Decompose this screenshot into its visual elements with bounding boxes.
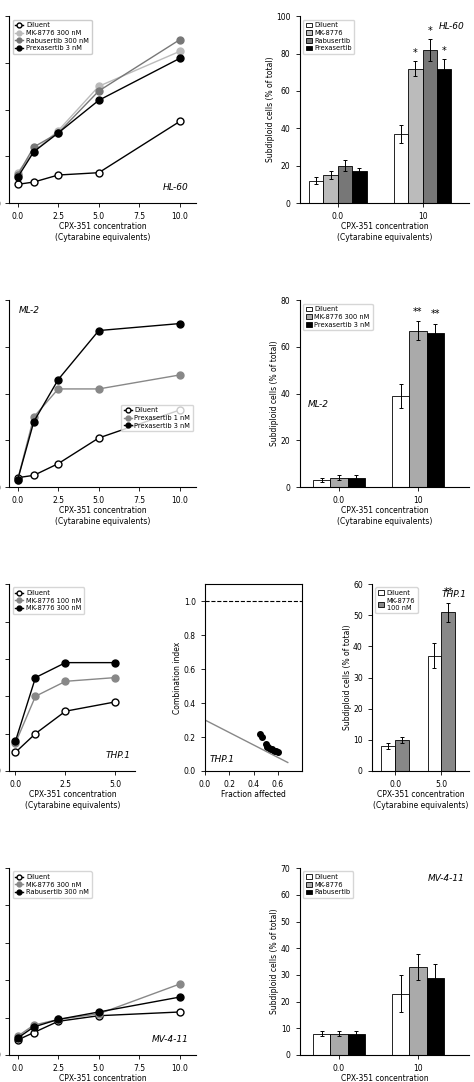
X-axis label: CPX-351 concentration
(Cytarabine equivalents): CPX-351 concentration (Cytarabine equiva… [337, 1074, 432, 1082]
Text: HL-60: HL-60 [163, 183, 189, 192]
Text: *: * [442, 47, 447, 56]
Bar [428, 656, 441, 771]
Text: ML-2: ML-2 [19, 306, 40, 315]
Bar [408, 68, 423, 203]
X-axis label: CPX-351 concentration
(Cytarabine equivalents): CPX-351 concentration (Cytarabine equiva… [337, 223, 432, 242]
Bar [423, 50, 437, 203]
Bar [348, 477, 365, 487]
Bar [395, 740, 409, 771]
Bar [409, 331, 427, 487]
X-axis label: Fraction affected: Fraction affected [221, 790, 286, 800]
Legend: Diluent, Prexasertib 1 nM, Prexasertib 3 nM: Diluent, Prexasertib 1 nM, Prexasertib 3… [121, 405, 193, 432]
X-axis label: CPX-351 concentration
(Cytarabine equivalents): CPX-351 concentration (Cytarabine equiva… [55, 223, 151, 242]
Bar [313, 1033, 330, 1055]
Bar [352, 171, 366, 203]
Y-axis label: Subdiploid cells (% of total): Subdiploid cells (% of total) [270, 909, 279, 1014]
Bar [323, 175, 337, 203]
Bar [437, 68, 451, 203]
Bar [313, 480, 330, 487]
X-axis label: CPX-351 concentration
(Cytarabine equivalents): CPX-351 concentration (Cytarabine equiva… [25, 790, 120, 809]
X-axis label: CPX-351 concentration
(Cytarabine equivalents): CPX-351 concentration (Cytarabine equiva… [55, 506, 151, 526]
Bar [409, 967, 427, 1055]
Legend: Diluent, MK-8776, Rabusertib: Diluent, MK-8776, Rabusertib [303, 871, 353, 898]
Bar [330, 477, 348, 487]
Text: THP.1: THP.1 [441, 590, 466, 598]
Text: HL-60: HL-60 [438, 22, 464, 30]
Bar [441, 612, 456, 771]
X-axis label: CPX-351 concentration
(Cytarabine equivalents): CPX-351 concentration (Cytarabine equiva… [373, 790, 468, 809]
Text: *: * [428, 26, 432, 36]
Legend: Diluent, MK-8776
100 nM: Diluent, MK-8776 100 nM [375, 588, 418, 613]
Text: MV-4-11: MV-4-11 [427, 874, 464, 883]
Legend: Diluent, MK-8776 300 nM, Rabusertib 300 nM: Diluent, MK-8776 300 nM, Rabusertib 300 … [13, 871, 91, 898]
Bar [381, 747, 395, 771]
Bar [427, 977, 444, 1055]
Y-axis label: Subdiploid cells (% of total): Subdiploid cells (% of total) [343, 624, 352, 730]
Legend: Diluent, MK-8776 100 nM, MK-8776 300 nM: Diluent, MK-8776 100 nM, MK-8776 300 nM [13, 588, 84, 615]
Text: MV-4-11: MV-4-11 [152, 1034, 189, 1044]
Text: *: * [413, 49, 418, 58]
X-axis label: CPX-351 concentration
(Cytarabine equivalents): CPX-351 concentration (Cytarabine equiva… [337, 506, 432, 526]
Bar [330, 1033, 348, 1055]
Legend: Diluent, MK-8776 300 nM, Prexasertib 3 nM: Diluent, MK-8776 300 nM, Prexasertib 3 n… [303, 304, 373, 330]
Text: THP.1: THP.1 [105, 751, 130, 760]
Bar [392, 396, 409, 487]
Text: ML-2: ML-2 [308, 399, 329, 409]
Legend: Diluent, MK-8776, Rabusertib, Prexasertib: Diluent, MK-8776, Rabusertib, Prexaserti… [303, 19, 355, 54]
Text: THP.1: THP.1 [210, 754, 235, 764]
X-axis label: CPX-351 concentration
(Cytarabine equivalents): CPX-351 concentration (Cytarabine equiva… [55, 1074, 151, 1082]
Text: **: ** [413, 306, 423, 317]
Bar [427, 333, 444, 487]
Bar [394, 134, 408, 203]
Y-axis label: Subdiploid cells (% of total): Subdiploid cells (% of total) [270, 341, 279, 447]
Bar [348, 1033, 365, 1055]
Text: **: ** [444, 586, 453, 596]
Bar [392, 993, 409, 1055]
Y-axis label: Subdiploid cells (% of total): Subdiploid cells (% of total) [265, 57, 274, 162]
Bar [337, 166, 352, 203]
Legend: Diluent, MK-8776 300 nM, Rabusertib 300 nM, Prexasertib 3 nM: Diluent, MK-8776 300 nM, Rabusertib 300 … [13, 19, 91, 54]
Bar [309, 181, 323, 203]
Text: **: ** [430, 308, 440, 319]
Y-axis label: Combination index: Combination index [173, 642, 182, 714]
